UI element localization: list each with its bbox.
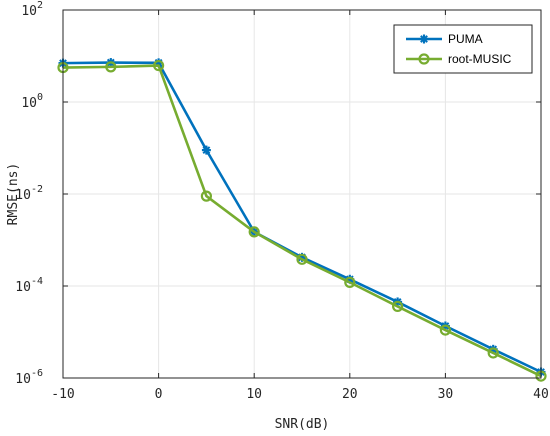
x-tick-label: 30 xyxy=(438,387,454,402)
y-axis-title: RMSE(ns) xyxy=(6,163,21,226)
legend-box xyxy=(393,24,533,74)
series-root-music-point xyxy=(248,226,260,238)
y-tick-label: 10-6 xyxy=(15,368,43,387)
y-tick-label: 102 xyxy=(21,0,43,19)
x-axis-title: SNR(dB) xyxy=(275,417,330,432)
series-root-music-line xyxy=(62,64,542,378)
legend-puma-marker xyxy=(419,34,429,44)
series-root-music-point xyxy=(200,190,212,202)
x-tick-label: 0 xyxy=(155,387,163,402)
series-root-music-point xyxy=(439,324,451,336)
series-root-music-point xyxy=(392,300,404,313)
axis-ticks: -10 0 10 20 30 40 10-6 10-4 10-2 100 102 xyxy=(15,0,549,402)
legend-root-music-marker xyxy=(418,53,430,65)
x-tick-label: 10 xyxy=(246,387,262,402)
y-tick-label: 10-4 xyxy=(15,276,43,295)
legend: PUMA root-MUSIC xyxy=(393,24,533,74)
x-tick-label: 40 xyxy=(533,387,549,402)
x-tick-label: 20 xyxy=(342,387,358,402)
legend-puma-marker-d2 xyxy=(420,35,428,43)
series-puma-point-d2 xyxy=(202,146,211,155)
series-puma-point xyxy=(201,145,211,155)
series-root-music-point xyxy=(153,59,165,72)
series-root-music-point xyxy=(296,253,308,265)
series-root-music-point xyxy=(487,347,499,359)
y-tick-label: 100 xyxy=(21,92,43,111)
series-layer xyxy=(57,58,547,382)
x-tick-label: -10 xyxy=(51,387,74,402)
series-root-music-point xyxy=(105,61,117,73)
series-root-music-point xyxy=(344,276,356,288)
legend-puma-label: PUMA xyxy=(448,32,483,46)
y-tick-label: 10-2 xyxy=(15,184,43,203)
legend-root-music-label: root-MUSIC xyxy=(448,52,512,66)
